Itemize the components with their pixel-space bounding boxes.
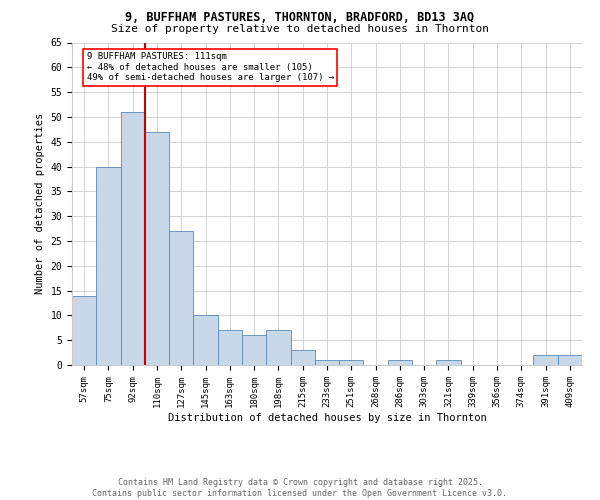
Bar bbox=[121, 112, 145, 365]
Bar bbox=[193, 316, 218, 365]
Text: 9, BUFFHAM PASTURES, THORNTON, BRADFORD, BD13 3AQ: 9, BUFFHAM PASTURES, THORNTON, BRADFORD,… bbox=[125, 11, 475, 24]
Bar bbox=[290, 350, 315, 365]
Y-axis label: Number of detached properties: Number of detached properties bbox=[35, 113, 45, 294]
Bar bbox=[218, 330, 242, 365]
X-axis label: Distribution of detached houses by size in Thornton: Distribution of detached houses by size … bbox=[167, 412, 487, 422]
Text: Size of property relative to detached houses in Thornton: Size of property relative to detached ho… bbox=[111, 24, 489, 34]
Bar bbox=[266, 330, 290, 365]
Text: 9 BUFFHAM PASTURES: 111sqm
← 48% of detached houses are smaller (105)
49% of sem: 9 BUFFHAM PASTURES: 111sqm ← 48% of deta… bbox=[86, 52, 334, 82]
Text: Contains HM Land Registry data © Crown copyright and database right 2025.
Contai: Contains HM Land Registry data © Crown c… bbox=[92, 478, 508, 498]
Bar bbox=[242, 335, 266, 365]
Bar bbox=[558, 355, 582, 365]
Bar bbox=[145, 132, 169, 365]
Bar bbox=[96, 166, 121, 365]
Bar bbox=[388, 360, 412, 365]
Bar bbox=[339, 360, 364, 365]
Bar bbox=[315, 360, 339, 365]
Bar bbox=[72, 296, 96, 365]
Bar bbox=[533, 355, 558, 365]
Bar bbox=[169, 231, 193, 365]
Bar bbox=[436, 360, 461, 365]
